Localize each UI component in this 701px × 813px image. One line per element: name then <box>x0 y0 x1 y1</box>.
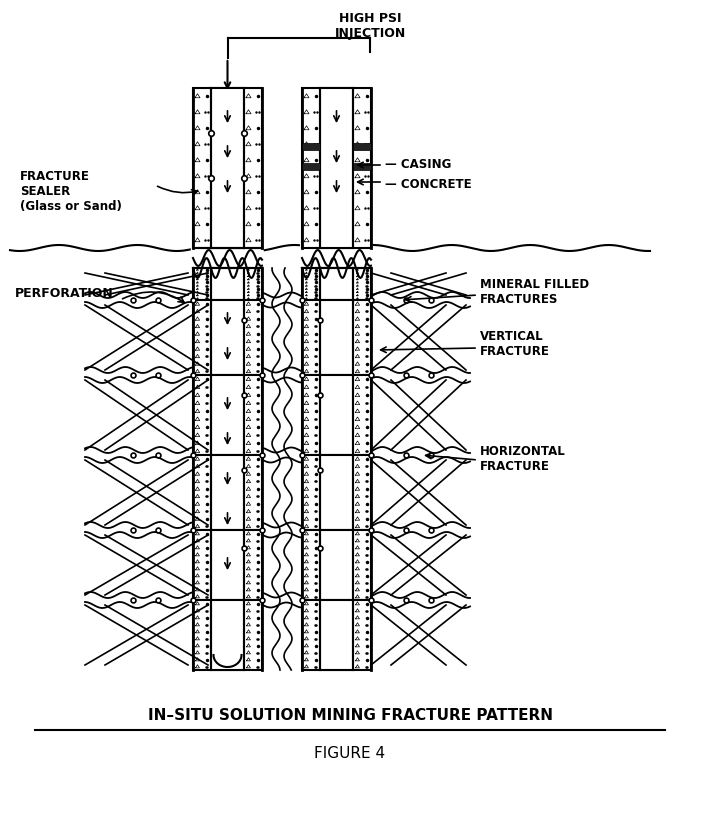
Bar <box>193 530 262 600</box>
Bar <box>211 530 244 600</box>
Text: PERFORATION: PERFORATION <box>15 287 114 300</box>
Bar <box>302 163 320 170</box>
Bar <box>193 455 262 530</box>
Bar <box>320 600 353 670</box>
Text: FRACTURE
SEALER
(Glass or Sand): FRACTURE SEALER (Glass or Sand) <box>20 170 122 213</box>
Bar <box>211 375 244 455</box>
Bar <box>193 600 262 670</box>
Text: MINERAL FILLED
FRACTURES: MINERAL FILLED FRACTURES <box>480 278 589 306</box>
Bar <box>320 530 353 600</box>
Bar <box>302 375 371 455</box>
Bar <box>302 268 371 300</box>
Bar <box>320 88 353 248</box>
Bar <box>193 300 262 375</box>
Bar <box>353 163 371 170</box>
Bar <box>302 88 371 248</box>
Bar <box>211 88 244 248</box>
Bar <box>320 268 353 300</box>
Text: — CONCRETE: — CONCRETE <box>385 179 472 192</box>
Bar <box>193 268 262 300</box>
Text: HORIZONTAL
FRACTURE: HORIZONTAL FRACTURE <box>480 445 566 473</box>
Text: VERTICAL
FRACTURE: VERTICAL FRACTURE <box>480 330 550 358</box>
Bar <box>302 600 371 670</box>
Text: FIGURE 4: FIGURE 4 <box>315 746 386 760</box>
Bar <box>211 268 244 300</box>
Text: HIGH PSI
INJECTION: HIGH PSI INJECTION <box>334 12 406 40</box>
Text: IN–SITU SOLUTION MINING FRACTURE PATTERN: IN–SITU SOLUTION MINING FRACTURE PATTERN <box>147 707 552 723</box>
Bar <box>302 530 371 600</box>
Bar <box>211 600 244 670</box>
Bar <box>302 143 320 150</box>
Bar <box>193 375 262 455</box>
Bar <box>353 143 371 150</box>
Bar <box>302 300 371 375</box>
Text: — CASING: — CASING <box>385 159 451 172</box>
Bar <box>211 300 244 375</box>
Bar <box>320 455 353 530</box>
Bar <box>320 300 353 375</box>
Bar <box>320 375 353 455</box>
Bar <box>211 455 244 530</box>
Bar <box>302 455 371 530</box>
Bar <box>193 88 262 248</box>
